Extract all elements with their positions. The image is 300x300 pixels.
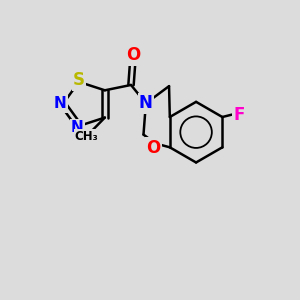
Text: S: S bbox=[73, 71, 85, 89]
Text: N: N bbox=[71, 120, 84, 135]
Text: O: O bbox=[147, 139, 161, 157]
Text: O: O bbox=[126, 46, 140, 64]
Text: N: N bbox=[54, 96, 66, 111]
Text: F: F bbox=[234, 106, 245, 124]
Text: N: N bbox=[139, 94, 153, 112]
Text: CH₃: CH₃ bbox=[75, 130, 98, 143]
